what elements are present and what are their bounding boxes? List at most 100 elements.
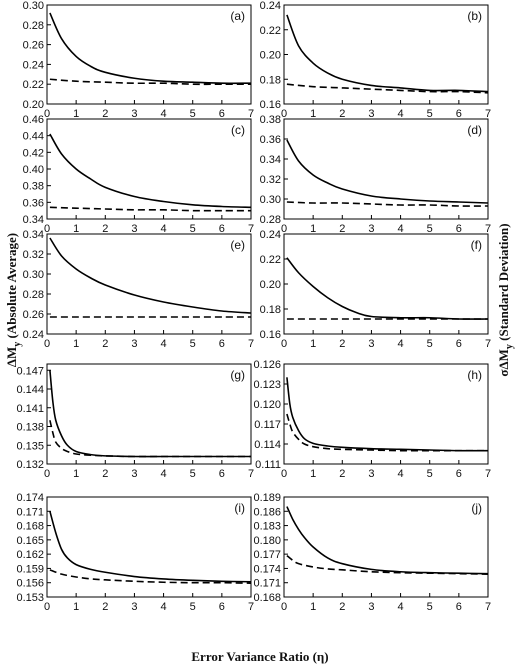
y-tick-label: 0.156 — [16, 578, 44, 590]
y-tick-label: 0.120 — [253, 399, 281, 411]
x-tick-label: 5 — [190, 601, 196, 613]
x-tick-label: 4 — [398, 468, 404, 480]
y-tick-label: 0.34 — [23, 214, 44, 226]
y-tick-label: 0.26 — [23, 40, 44, 52]
x-tick-label: 5 — [427, 601, 433, 613]
x-tick-label: 6 — [456, 601, 462, 613]
solid-series-line — [49, 370, 251, 458]
solid-series-line — [49, 12, 252, 85]
x-tick-label: 7 — [248, 601, 254, 613]
x-tick-label: 3 — [131, 223, 137, 235]
dashed-series-line — [49, 569, 252, 584]
y-tick-label: 0.162 — [16, 549, 44, 561]
x-tick-label: 5 — [190, 108, 196, 120]
y-tick-label: 0.44 — [23, 131, 44, 143]
y-tick-label: 0.132 — [16, 459, 44, 471]
x-tick-label: 0 — [281, 108, 287, 120]
solid-series-line — [286, 257, 489, 320]
x-tick-label: 6 — [219, 108, 225, 120]
panel-label: (b) — [467, 9, 482, 23]
y-tick-label: 0.24 — [23, 59, 44, 71]
dashed-series-line — [286, 554, 489, 575]
y-tick-label: 0.34 — [23, 229, 44, 241]
x-tick-label: 2 — [102, 108, 108, 120]
plot-frame — [46, 4, 252, 105]
y-tick-label: 0.159 — [16, 563, 44, 575]
chart-panel: 0.28 0.30 0.32 0.34 0.36 0.38 0 1 2 3 4 5 6 7 (d) — [260, 114, 491, 235]
panel-label: (g) — [230, 368, 245, 382]
y-tick-label: 0.24 — [260, 229, 281, 241]
y-tick-label: 0.141 — [16, 403, 44, 415]
x-tick-label: 4 — [161, 468, 167, 480]
x-tick-label: 2 — [339, 108, 345, 120]
x-tick-label: 0 — [281, 468, 287, 480]
x-tick-label: 0 — [281, 223, 287, 235]
panel-label: (d) — [467, 123, 482, 137]
y-axis-label-left: ΔMy (Absolute Average) — [4, 233, 23, 367]
y-tick-label: 0.174 — [16, 492, 44, 504]
x-tick-label: 2 — [339, 223, 345, 235]
y-tick-label: 0.138 — [16, 422, 44, 434]
x-tick-label: 6 — [456, 223, 462, 235]
y-tick-label: 0.24 — [23, 329, 44, 341]
plot-frame — [46, 118, 252, 220]
solid-series-line — [286, 506, 489, 575]
panel-label: (f) — [471, 238, 482, 252]
y-tick-label: 0.22 — [23, 79, 44, 91]
x-tick-label: 4 — [161, 108, 167, 120]
y-tick-label: 0.20 — [23, 99, 44, 111]
chart-panel: 0.20 0.22 0.24 0.26 0.28 0.30 0 1 2 3 4 5 6 7 (a) — [23, 0, 254, 120]
x-tick-label: 1 — [310, 223, 316, 235]
x-tick-label: 5 — [427, 338, 433, 350]
y-tick-label: 0.34 — [260, 154, 281, 166]
x-tick-label: 5 — [427, 223, 433, 235]
y-tick-label: 0.28 — [23, 20, 44, 32]
dashed-series-line — [286, 201, 489, 207]
dashed-series-line — [49, 420, 251, 458]
y-tick-label: 0.114 — [254, 439, 281, 451]
panel-label: (i) — [234, 501, 245, 515]
x-tick-label: 4 — [398, 223, 404, 235]
x-tick-label: 6 — [219, 223, 225, 235]
x-tick-label: 3 — [131, 468, 137, 480]
x-tick-label: 2 — [339, 601, 345, 613]
panel-label: (a) — [230, 9, 245, 23]
y-tick-label: 0.186 — [253, 506, 281, 518]
panel-label: (e) — [230, 238, 245, 252]
x-tick-label: 3 — [131, 338, 137, 350]
y-tick-label: 0.20 — [260, 279, 281, 291]
panels: 0.200.220.240.260.280.300 1 2 3 4 5 6 7(a)0.160… — [16, 0, 491, 613]
x-tick-label: 0 — [44, 223, 50, 235]
plot-frame — [283, 363, 489, 465]
plot-frame — [46, 363, 252, 465]
y-tick-label: 0.123 — [253, 379, 281, 391]
plot-frame — [283, 118, 489, 220]
y-axis-label-right: σΔMy (Standard Deviation) — [496, 223, 515, 376]
chart-panel: 0.34 0.36 0.38 0.40 0.42 0.44 0.46 0 1 2 3 4 5 6 7 (c) — [23, 114, 254, 235]
x-tick-label: 2 — [102, 338, 108, 350]
x-tick-label: 7 — [248, 468, 254, 480]
y-tick-label: 0.28 — [23, 289, 44, 301]
x-tick-label: 2 — [339, 338, 345, 350]
y-tick-label: 0.177 — [253, 549, 281, 561]
y-tick-label: 0.40 — [23, 164, 44, 176]
y-tick-label: 0.16 — [260, 329, 281, 341]
x-tick-label: 1 — [73, 601, 79, 613]
y-tick-label: 0.16 — [260, 99, 281, 111]
x-tick-label: 6 — [219, 468, 225, 480]
x-tick-label: 5 — [190, 468, 196, 480]
chart-panel: 0.16 0.18 0.20 0.22 0.24 0 1 2 3 4 5 6 7 (b) — [260, 0, 491, 120]
y-tick-label: 0.165 — [16, 535, 44, 547]
solid-series-line — [286, 14, 489, 93]
y-tick-label: 0.111 — [255, 459, 281, 471]
x-tick-label: 0 — [44, 601, 50, 613]
x-tick-label: 3 — [368, 223, 374, 235]
y-tick-label: 0.28 — [260, 214, 281, 226]
x-tick-label: 0 — [44, 338, 50, 350]
y-tick-label: 0.117 — [254, 419, 281, 431]
y-tick-label: 0.30 — [260, 194, 281, 206]
chart-panel: 0.132 0.135 0.138 0.141 0.144 0.147 0 1 2 3 4 5 6 7 (g… — [16, 363, 254, 480]
chart-panel: 0.111 0.114 0.117 0.120 0.123 0.126 0 1 2 3 4 5 6 7 (h… — [253, 359, 491, 480]
x-tick-label: 7 — [485, 468, 491, 480]
y-tick-label: 0.36 — [260, 134, 281, 146]
